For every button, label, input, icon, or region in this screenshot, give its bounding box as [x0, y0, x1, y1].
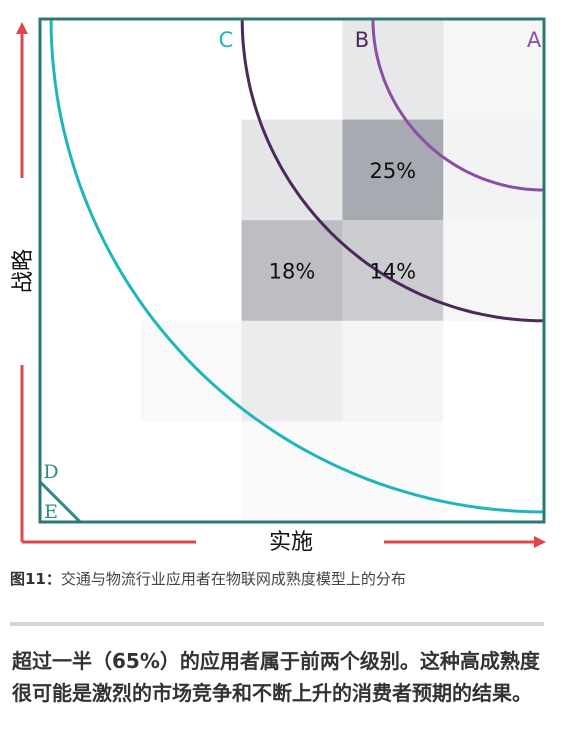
heatmap-cell: [342, 19, 444, 120]
axes: 实施 战略: [11, 22, 546, 555]
figure-caption: 图11：交通与物流行业应用者在物联网成熟度模型上的分布: [10, 568, 560, 589]
level-label-c: C: [219, 28, 234, 52]
level-arc-b: [240, 19, 544, 323]
cell-value-label: 25%: [369, 159, 416, 183]
heatmap-cell: [342, 421, 443, 522]
heatmap-cell: [241, 220, 343, 321]
level-label-e: E: [44, 501, 58, 523]
heatmap-cell: [342, 320, 444, 422]
x-axis-label: 实施: [269, 530, 313, 555]
maturity-arcs: [40, 19, 544, 522]
heatmap-cell: [241, 320, 343, 422]
level-label-b: B: [355, 28, 369, 52]
figure-number: 图11：: [10, 570, 61, 588]
level-arc-c: [49, 19, 544, 514]
level-arc-a: [371, 19, 544, 192]
summary-text: 超过一半（65%）的应用者属于前两个级别。这种高成熟度很可能是激烈的市场竞争和不…: [12, 649, 540, 705]
heatmap-cell: [342, 220, 444, 321]
level-label-a: A: [527, 28, 542, 52]
heatmap-cell: [140, 320, 242, 422]
heatmap-cell: [342, 119, 444, 221]
heatmap-cell: [443, 19, 544, 120]
x-axis-arrowhead: [534, 536, 546, 548]
level-label-d: D: [43, 461, 58, 483]
heatmap-cell: [242, 421, 343, 522]
heatmap-cell: [443, 119, 544, 221]
level-labels: A B C DE: [43, 28, 541, 523]
figure-caption-text: 交通与物流行业应用者在物联网成熟度模型上的分布: [60, 570, 406, 588]
heatmap-cell: [443, 220, 544, 321]
level-arc-d: [40, 480, 82, 522]
heatmap-cell: [241, 119, 343, 221]
y-axis-arrowhead: [16, 22, 28, 34]
heatmap-cells: [140, 19, 544, 522]
chart-frame: [38, 17, 546, 524]
maturity-chart: 25% 18% 14% A B C DE 实施 战略: [11, 17, 546, 555]
cell-value-label: 18%: [269, 260, 316, 284]
cell-value-label: 14%: [369, 260, 416, 284]
divider: [10, 622, 544, 626]
cell-labels: 25% 18% 14%: [269, 159, 416, 284]
y-axis-label: 战略: [11, 249, 36, 293]
